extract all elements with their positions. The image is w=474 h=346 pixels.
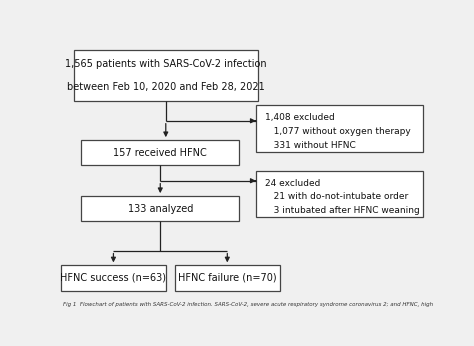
Text: 3 intubated after HFNC weaning: 3 intubated after HFNC weaning: [265, 206, 419, 215]
FancyBboxPatch shape: [175, 265, 280, 291]
Text: between Feb 10, 2020 and Feb 28, 2021: between Feb 10, 2020 and Feb 28, 2021: [67, 82, 264, 92]
FancyBboxPatch shape: [82, 140, 239, 165]
Text: Fig 1  Flowchart of patients with SARS-CoV-2 infection. SARS-CoV-2, severe acute: Fig 1 Flowchart of patients with SARS-Co…: [63, 302, 433, 307]
FancyBboxPatch shape: [61, 265, 166, 291]
Text: 24 excluded: 24 excluded: [265, 179, 320, 188]
Text: 157 received HFNC: 157 received HFNC: [113, 148, 207, 158]
Text: 331 without HFNC: 331 without HFNC: [265, 141, 356, 150]
FancyBboxPatch shape: [256, 171, 423, 217]
Text: 1,077 without oxygen therapy: 1,077 without oxygen therapy: [265, 127, 410, 136]
Text: HFNC success (n=63): HFNC success (n=63): [60, 273, 166, 283]
Text: 1,408 excluded: 1,408 excluded: [265, 113, 335, 122]
FancyBboxPatch shape: [74, 49, 258, 101]
Text: 133 analyzed: 133 analyzed: [128, 204, 193, 214]
FancyBboxPatch shape: [256, 106, 423, 152]
Text: 1,565 patients with SARS-CoV-2 infection: 1,565 patients with SARS-CoV-2 infection: [65, 59, 266, 69]
Text: 21 with do-not-intubate order: 21 with do-not-intubate order: [265, 192, 408, 201]
FancyBboxPatch shape: [82, 196, 239, 221]
Text: HFNC failure (n=70): HFNC failure (n=70): [178, 273, 277, 283]
